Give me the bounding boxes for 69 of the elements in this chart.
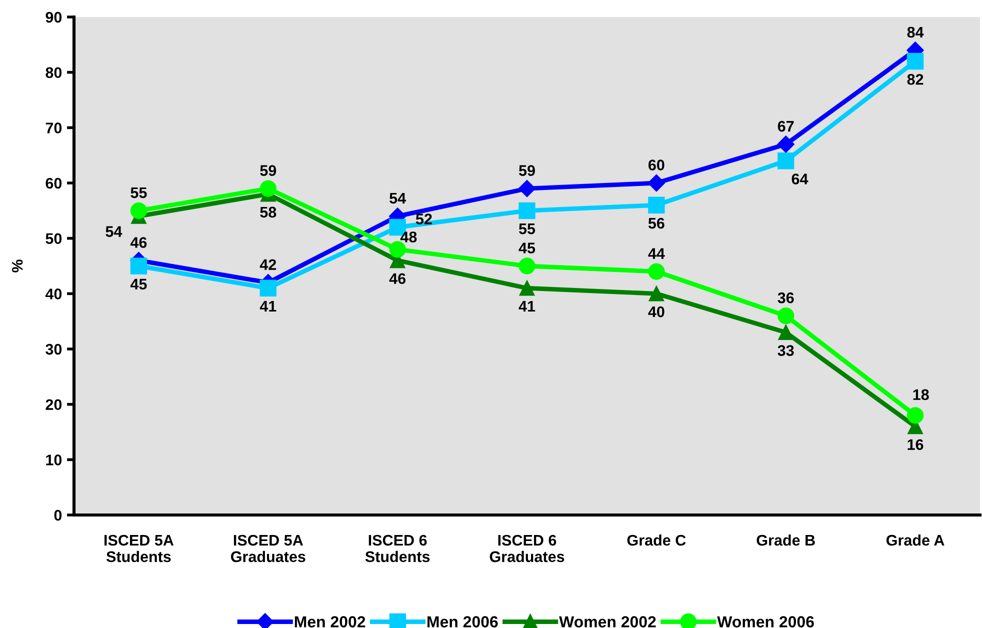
- y-tick-label: 80: [46, 67, 62, 78]
- point: [130, 258, 148, 274]
- x-tick-label: ISCED 6 Graduates: [490, 534, 564, 562]
- point: [518, 258, 536, 274]
- x-tick-label: ISCED 5A Graduates: [230, 534, 306, 562]
- point: [648, 286, 664, 302]
- point: [777, 136, 794, 153]
- point: [778, 307, 794, 324]
- data-label: 16: [908, 439, 924, 450]
- y-tick-label: 60: [46, 178, 62, 189]
- legend-label: Women 2002: [559, 616, 656, 628]
- point: [130, 202, 148, 219]
- data-label: 67: [778, 120, 794, 132]
- y-tick-label: 10: [46, 454, 62, 466]
- point: [648, 174, 665, 192]
- data-label: 58: [260, 206, 276, 218]
- y-tick-label: 30: [46, 344, 62, 355]
- y-tick-label: 90: [46, 12, 62, 23]
- data-label: 40: [648, 306, 664, 318]
- data-label: 42: [260, 259, 276, 270]
- data-label: 46: [389, 273, 406, 284]
- point: [389, 241, 406, 258]
- y-axis-title: %: [12, 260, 23, 272]
- data-label: 46: [130, 237, 147, 248]
- data-label: 64: [792, 174, 808, 184]
- data-label: 45: [518, 242, 536, 254]
- data-label: 33: [778, 345, 794, 356]
- point: [260, 280, 276, 296]
- data-label: 55: [130, 187, 147, 198]
- data-label: 44: [648, 248, 665, 259]
- point: [778, 324, 794, 340]
- point: [648, 196, 665, 214]
- x-tick-label: ISCED 5A Students: [104, 534, 174, 562]
- y-tick-label: 20: [46, 399, 62, 410]
- point: [260, 180, 276, 197]
- x-tick-label: Grade C: [627, 534, 686, 546]
- point: [519, 280, 535, 296]
- y-tick-label: 70: [46, 122, 62, 134]
- point: [906, 52, 924, 70]
- data-label: 18: [913, 389, 929, 400]
- data-label: 45: [130, 278, 147, 290]
- legend-label: Men 2006: [428, 616, 498, 628]
- data-label: 59: [260, 165, 276, 176]
- data-label: 54: [106, 226, 122, 237]
- data-label: 48: [400, 232, 417, 242]
- data-label: 56: [648, 218, 664, 229]
- data-label: 59: [518, 165, 535, 176]
- data-label: 54: [390, 192, 406, 204]
- point: [778, 152, 794, 170]
- data-label: 55: [518, 224, 536, 234]
- data-label: 36: [778, 292, 794, 304]
- data-label: 84: [907, 26, 924, 38]
- y-tick-label: 40: [45, 288, 62, 300]
- legend-label: Men 2002: [294, 616, 366, 628]
- x-tick-label: Grade A: [886, 534, 944, 546]
- data-label: 41: [518, 301, 536, 312]
- point: [906, 407, 924, 424]
- data-label: 82: [907, 74, 924, 85]
- y-tick-label: 0: [54, 510, 62, 521]
- data-label: 52: [416, 214, 432, 224]
- data-label: 60: [648, 160, 664, 170]
- point: [648, 263, 665, 280]
- data-label: 41: [260, 301, 276, 312]
- point: [518, 180, 536, 198]
- point: [518, 202, 536, 219]
- x-tick-label: ISCED 6 Students: [365, 534, 430, 562]
- legend-label: Women 2006: [717, 616, 814, 628]
- y-tick-label: 50: [46, 233, 62, 244]
- x-tick-label: Grade B: [756, 534, 815, 546]
